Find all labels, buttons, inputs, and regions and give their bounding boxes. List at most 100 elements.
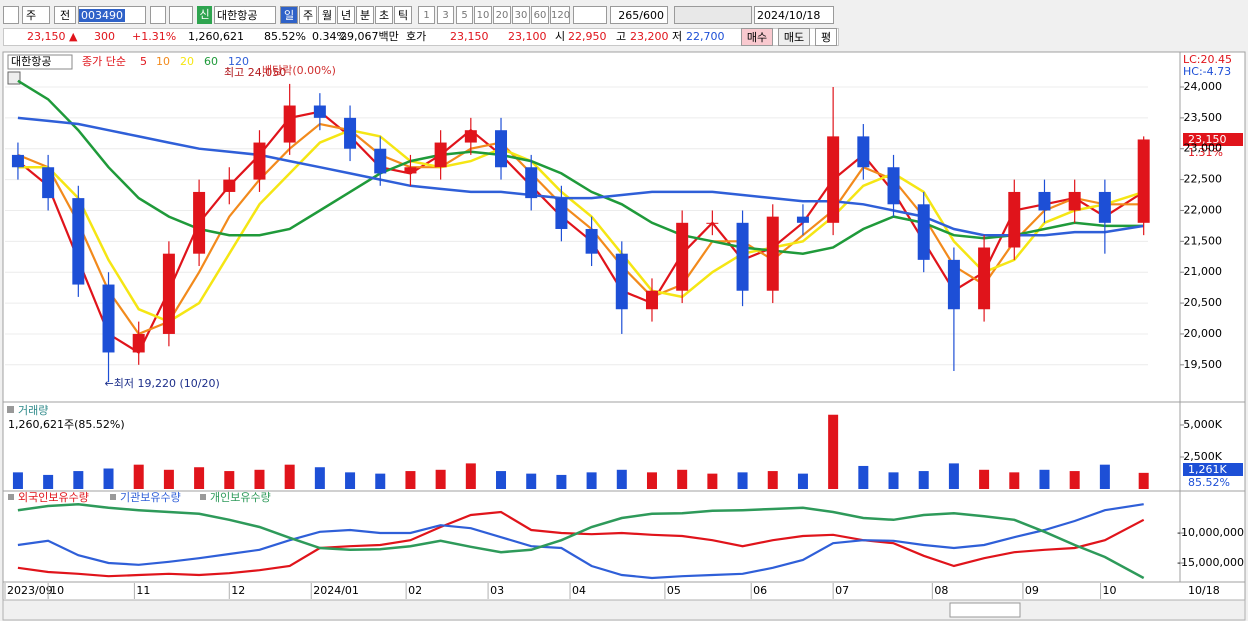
y-tick-label: 19,500 (1184, 358, 1223, 371)
buy-button[interactable]: 매수 (741, 28, 773, 46)
volume-bar (1138, 472, 1149, 489)
candle-body (676, 222, 689, 291)
candle-body (404, 167, 417, 174)
x-tick-label: 07 (835, 584, 849, 597)
volume-bar (646, 472, 657, 489)
volume-bar (254, 469, 265, 489)
volume-bar (1099, 464, 1110, 489)
volume-bar (345, 472, 356, 489)
x-tick-label: 02 (408, 584, 422, 597)
interval-button[interactable]: 10 (474, 6, 492, 24)
market-select[interactable]: 주 (22, 6, 50, 24)
y-tick-label: 5,000K (1183, 418, 1222, 431)
change: 300 (94, 30, 115, 43)
volume-bar (948, 463, 959, 489)
candle-body (645, 290, 658, 310)
high: 23,200 (630, 30, 669, 43)
candle-body (42, 167, 55, 199)
end-date-label: 10/18 (1188, 584, 1220, 597)
date-input[interactable]: 2024/10/18 (754, 6, 834, 24)
candle-body (585, 228, 598, 254)
volume-bar (12, 472, 23, 489)
period-button[interactable]: 월 (318, 6, 336, 24)
volume-bar (435, 469, 446, 489)
stock-name: 대한항공 (214, 6, 276, 24)
legend-entry: 20 (180, 55, 194, 68)
price-tag-label: 23,150 (1188, 133, 1227, 146)
code-input[interactable]: 003490 (78, 6, 146, 24)
interval-select[interactable] (573, 6, 607, 24)
y-tick-label: 22,500 (1184, 173, 1223, 186)
volume-tag (1183, 463, 1243, 476)
x-tick-label: 12 (231, 584, 245, 597)
volume-rate: 85.52% (264, 30, 306, 43)
period-button[interactable]: 주 (299, 6, 317, 24)
search-icon[interactable] (150, 6, 166, 24)
volume-bar (163, 469, 174, 489)
tool-icons[interactable] (674, 6, 752, 24)
scrollbar[interactable] (2, 599, 1246, 621)
interval-button[interactable]: 120 (550, 6, 570, 24)
series-line (17, 122, 1144, 336)
volume-bar (797, 473, 808, 489)
period-button[interactable]: 초 (375, 6, 393, 24)
interval-button[interactable]: 30 (512, 6, 530, 24)
annotation: 배당락(0.00%) (262, 64, 336, 77)
candle-body (857, 136, 870, 168)
title-box (7, 54, 73, 70)
kind-select[interactable]: 전 (54, 6, 76, 24)
menu-icon[interactable] (3, 6, 19, 24)
y-tick-label: -15,000,000 (1177, 556, 1244, 569)
volume-bar (858, 465, 869, 489)
legend-swatch (8, 494, 14, 500)
candle-body (917, 204, 930, 260)
y-tick-label: -10,000,000 (1177, 526, 1244, 539)
volume-bar (707, 473, 718, 489)
interval-button[interactable]: 1 (418, 6, 435, 24)
count-box[interactable]: 265/600 (610, 6, 668, 24)
badge: 신 (197, 6, 212, 24)
zoom-slider[interactable] (949, 602, 1021, 618)
candle-body (736, 222, 749, 291)
panel-icon (7, 406, 14, 413)
grid-icon[interactable] (7, 71, 21, 85)
candle-body (253, 142, 266, 180)
volume-bar (465, 463, 476, 489)
volume-bar (737, 472, 748, 489)
candle-body (947, 259, 960, 310)
sound-icon[interactable] (169, 6, 193, 24)
quote-bar (3, 28, 839, 46)
candle-body (1098, 191, 1111, 223)
interval-button[interactable]: 3 (437, 6, 454, 24)
period-button[interactable]: 틱 (394, 6, 412, 24)
interval-button[interactable]: 5 (456, 6, 473, 24)
price: 23,150 ▲ (27, 30, 78, 43)
candle-body (978, 247, 991, 310)
interval-button[interactable]: 20 (493, 6, 511, 24)
volume-bar (586, 472, 597, 489)
volume-bar (1069, 471, 1080, 489)
interval-button[interactable]: 60 (531, 6, 549, 24)
x-tick-label: 08 (934, 584, 948, 597)
annotation: 최고 24,050 (224, 66, 286, 79)
volume-bar (616, 469, 627, 489)
period-button[interactable]: 분 (356, 6, 374, 24)
volume: 1,260,621 (188, 30, 244, 43)
legend-entry: 기관보유수량 (120, 491, 181, 504)
candle-body (374, 148, 387, 174)
candle-body (525, 167, 538, 199)
volume-bar (767, 471, 778, 489)
volume-bar (103, 468, 114, 489)
volume-bar (194, 467, 205, 489)
avg-button[interactable]: 평 (815, 28, 837, 46)
volume-bar (133, 464, 144, 489)
sell-button[interactable]: 매도 (778, 28, 810, 46)
candle-body (555, 198, 568, 229)
y-tick-label: 2,500K (1183, 450, 1222, 463)
rate: +1.31% (132, 30, 177, 43)
period-button[interactable]: 일 (280, 6, 298, 24)
candle-body (344, 117, 357, 149)
price-tag (1183, 133, 1243, 146)
period-button[interactable]: 년 (337, 6, 355, 24)
